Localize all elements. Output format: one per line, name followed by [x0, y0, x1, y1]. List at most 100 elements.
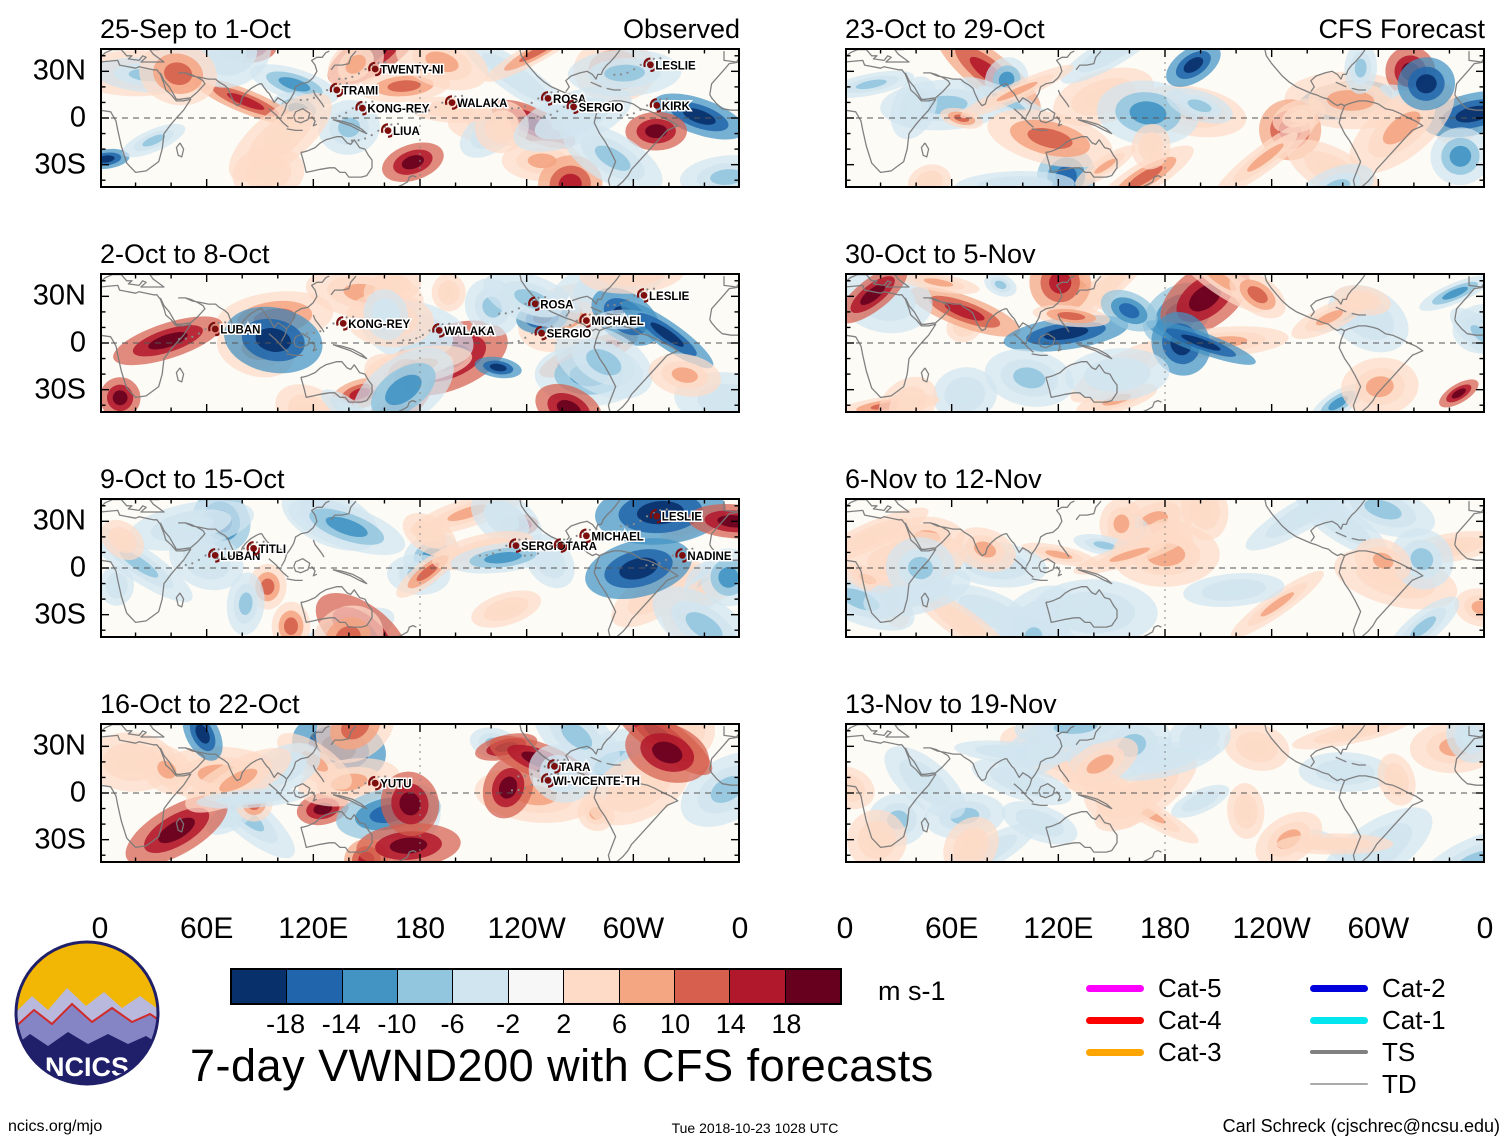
storm-label: WI-VICENTE-TH: [553, 776, 640, 788]
legend-label: Cat-3: [1158, 1036, 1222, 1067]
storm-tara: TARA: [523, 537, 598, 557]
legend-item-cat-2: Cat-2: [1310, 972, 1446, 1004]
hurricane-symbol-icon: [579, 313, 594, 328]
x-tick-label: 0: [1476, 912, 1494, 945]
legend-label: Cat-5: [1158, 972, 1222, 1003]
colorbar-cell: [286, 970, 342, 1003]
storm-leslie: LESLIE: [613, 57, 697, 76]
y-tick-label: 30N: [32, 504, 86, 537]
hurricane-symbol-icon: [246, 541, 261, 556]
x-tick-label: 120E: [278, 912, 349, 945]
colorbar-cell: [232, 970, 287, 1003]
hurricane-symbol-icon: [636, 288, 652, 303]
map-area: [845, 723, 1485, 863]
hurricane-symbol-icon: [649, 98, 664, 113]
colorbar-cells: [230, 968, 842, 1005]
ncics-logo: NCICS: [12, 938, 162, 1093]
storm-kirk: KIRK: [619, 97, 692, 117]
x-tick-label: 60W: [602, 912, 665, 945]
storm-yutu: YUTU: [338, 775, 413, 795]
hurricane-symbol-icon: [355, 100, 370, 116]
legend-item-cat-1: Cat-1: [1310, 1004, 1446, 1036]
panel-column-label: CFS Forecast: [1318, 14, 1485, 45]
x-tick-label: 0: [91, 912, 109, 945]
hurricane-symbol-icon: [540, 91, 556, 106]
colorbar-cell: [563, 970, 619, 1003]
colorbar-tick-label: 14: [715, 1009, 746, 1039]
hurricane-symbol-icon: [444, 95, 460, 110]
storm-rosa: ROSA: [498, 296, 575, 315]
ncics-logo-image: NCICS: [14, 940, 160, 1086]
panel-column-label: Observed: [622, 14, 740, 45]
storm-label: ROSA: [553, 94, 586, 106]
hurricane-symbol-icon: [432, 323, 447, 338]
x-tick-label: 60E: [179, 912, 234, 945]
map-area: [845, 48, 1485, 188]
storm-michael: MICHAEL: [549, 312, 645, 332]
colorbar: -18 -14 -10 -6 -2 2 6 10 14 18: [230, 968, 842, 1039]
hurricane-symbol-icon: [643, 57, 658, 73]
legend-item-td: TD: [1310, 1068, 1446, 1100]
colorbar-tick-label: 10: [660, 1009, 691, 1039]
storm-label: SERGIO: [579, 102, 624, 114]
y-tick-label: 0: [69, 551, 86, 584]
hurricane-symbol-icon: [336, 316, 351, 331]
map-area: [845, 273, 1485, 413]
panel-row: 30N 0 30S LUBAN KONG-REY WALAKA ROSA SERGIO MICH…: [8, 273, 740, 413]
storm-tara: TARA: [517, 758, 592, 778]
storm-michael: MICHAEL: [549, 528, 645, 547]
panel-date-range: 25-Sep to 1-Oct: [100, 14, 291, 45]
storm-label: MICHAEL: [591, 531, 643, 543]
colorbar-tick-label: 6: [611, 1009, 627, 1039]
storm-twenty-ni: TWENTY-NI: [338, 61, 445, 81]
x-tick-label: 120E: [1023, 912, 1094, 945]
legend-item-cat-5: Cat-5: [1086, 972, 1222, 1004]
map-area: TWENTY-NI TRAMI KONG-REY WALAKA ROSA SERGIO LE…: [100, 48, 740, 188]
storm-leslie: LESLIE: [606, 287, 691, 307]
x-tick-label: 0: [731, 912, 749, 945]
storm-label: SERGIO: [547, 329, 592, 341]
storm-label: YUTU: [380, 779, 411, 791]
colorbar-cell: [673, 970, 730, 1003]
y-tick-label: 30S: [34, 598, 86, 631]
hurricane-symbol-icon: [675, 548, 690, 563]
coastlines: [100, 48, 679, 188]
storm-label: KONG-REY: [348, 319, 410, 331]
legend-label: TD: [1382, 1068, 1417, 1099]
colorbar-cell: [341, 970, 398, 1003]
panel-date-range: 2-Oct to 8-Oct: [100, 239, 270, 270]
vwnd200-map: [845, 48, 1485, 188]
storm-label: TRAMI: [342, 86, 378, 98]
map-area: LUBAN KONG-REY WALAKA ROSA SERGIO MICHAEL LESL…: [100, 273, 740, 413]
coastlines: [100, 723, 679, 863]
panel-row: [845, 273, 1485, 413]
panel-header: 30-Oct to 5-Nov: [845, 231, 1485, 273]
storm-label: LUBAN: [220, 551, 260, 563]
map-panel: 30-Oct to 5-Nov: [845, 231, 1485, 413]
map-panel: 6-Nov to 12-Nov: [845, 456, 1485, 638]
legend-label: TS: [1382, 1036, 1416, 1067]
map-area: LUBAN TITLI SERGIO TARA MICHAEL LESLIE NADINE: [100, 498, 740, 638]
hurricane-symbol-icon: [508, 538, 524, 553]
storm-liua: LIUA: [350, 122, 421, 142]
panel-date-range: 23-Oct to 29-Oct: [845, 14, 1045, 45]
storm-label: TARA: [559, 762, 590, 774]
colorbar-cell: [452, 970, 508, 1003]
hurricane-symbol-icon: [540, 773, 556, 788]
colorbar-units: m s-1: [878, 976, 946, 1006]
storm-label: WALAKA: [444, 326, 494, 338]
panel-row: [845, 48, 1485, 188]
panel-header: 6-Nov to 12-Nov: [845, 456, 1485, 498]
storm-walaka: WALAKA: [414, 94, 509, 114]
x-axis: 0 60E 120E 180 120W 60W 0: [92, 906, 749, 954]
footer-url: ncics.org/mjo: [8, 1118, 103, 1135]
panel-date-range: 6-Nov to 12-Nov: [845, 464, 1042, 495]
y-tick-label: 30S: [34, 373, 86, 406]
colorbar-tick-label: 18: [771, 1009, 802, 1039]
storm-wi-vicente-th: WI-VICENTE-TH: [510, 772, 641, 792]
storm-label: NADINE: [687, 551, 731, 563]
legend-line-swatch: [1086, 1048, 1144, 1056]
vwnd200-map: [845, 273, 1485, 413]
map-area: [845, 498, 1485, 638]
